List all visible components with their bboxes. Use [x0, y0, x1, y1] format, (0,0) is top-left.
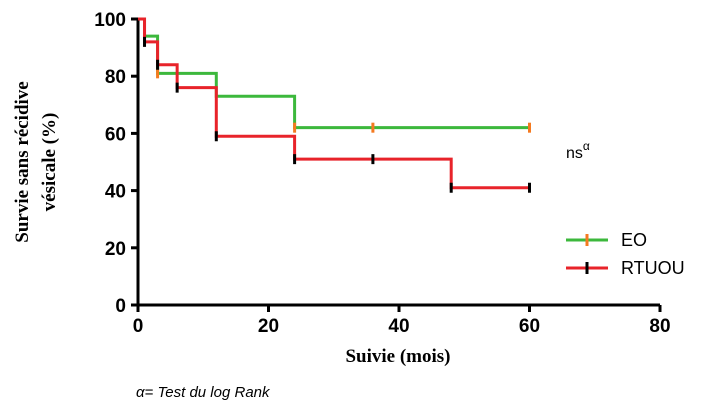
- series-lines: [138, 17, 531, 193]
- x-tick-label: 0: [133, 316, 144, 337]
- y-axis-label-line: vésicale (%): [39, 113, 60, 212]
- footnote: α= Test du log Rank: [136, 384, 271, 401]
- x-tick-label: 60: [519, 316, 540, 337]
- significance-annotation: nsα: [566, 139, 590, 162]
- y-axis-label-group: Survie sans récidive vésicale (%): [12, 81, 60, 243]
- series-line-eo: [138, 17, 530, 130]
- legend-label-eo: EO: [621, 230, 647, 250]
- x-tick-label: 20: [258, 316, 279, 337]
- x-axis-label: Suivie (mois): [345, 346, 450, 367]
- axes: 0 20 40 60 80 0 20 40 60 80 100: [94, 10, 670, 337]
- y-tick-label: 40: [105, 182, 126, 203]
- y-axis-label-line: Survie sans récidive: [12, 81, 33, 243]
- y-tick-label: 0: [115, 296, 126, 317]
- y-tick-label: 100: [94, 10, 126, 31]
- y-tick-label: 80: [105, 67, 126, 88]
- series-line-rtuou: [138, 17, 530, 190]
- y-tick-label: 60: [105, 124, 126, 145]
- x-tick-label: 80: [649, 316, 670, 337]
- legend-label-rtuou: RTUOU: [621, 258, 685, 278]
- legend: EO RTUOU: [566, 230, 685, 278]
- y-tick-label: 20: [105, 239, 126, 260]
- x-tick-label: 40: [388, 316, 409, 337]
- y-axis-label: Survie sans récidive vésicale (%): [12, 81, 60, 243]
